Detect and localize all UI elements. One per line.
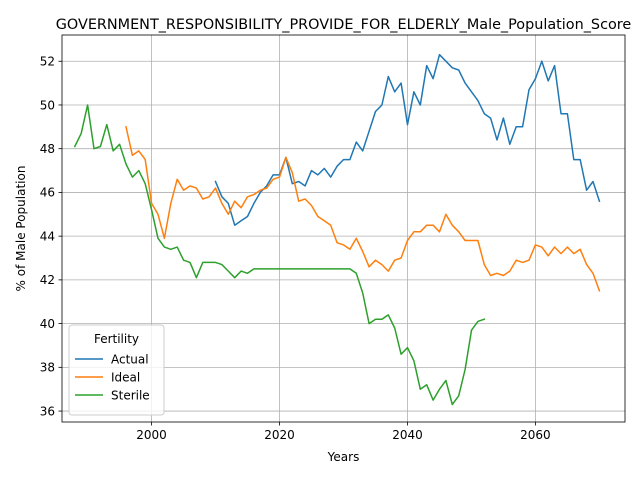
y-tick-label: 42 [40, 273, 55, 287]
plot-frame [61, 34, 626, 423]
y-tick-label: 38 [40, 361, 55, 375]
y-tick-label: 46 [40, 186, 55, 200]
legend-label-ideal: Ideal [111, 370, 140, 384]
legend-label-actual: Actual [111, 352, 149, 366]
x-tick-label: 2060 [520, 428, 551, 442]
axis-ticks: 2000 2020 2040 2060 36 38 40 42 44 46 48 50 52 [40, 55, 551, 442]
series-line-ideal [125, 125, 601, 292]
x-tick-label: 2000 [136, 428, 167, 442]
x-tick-label: 2040 [392, 428, 423, 442]
y-tick-label: 40 [40, 317, 55, 331]
series-layer [73, 53, 601, 406]
legend-label-sterile: Sterile [111, 388, 150, 402]
chart-title: GOVERNMENT_RESPONSIBILITY_PROVIDE_FOR_EL… [56, 17, 632, 33]
y-tick-label: 50 [40, 98, 55, 112]
legend-box [68, 324, 165, 416]
y-axis-label: % of Male Population [14, 166, 28, 292]
x-tick-label: 2020 [264, 428, 295, 442]
legend: Fertility Actual Ideal Sterile [68, 324, 165, 416]
x-axis-label: Years [327, 450, 360, 464]
y-tick-label: 36 [40, 404, 55, 418]
y-tick-label: 52 [40, 55, 55, 69]
legend-title: Fertility [94, 332, 139, 346]
y-tick-label: 44 [40, 229, 55, 243]
legend-entries: Actual Ideal Sterile [75, 352, 150, 402]
series-line-sterile [73, 104, 486, 406]
y-tick-label: 48 [40, 142, 55, 156]
